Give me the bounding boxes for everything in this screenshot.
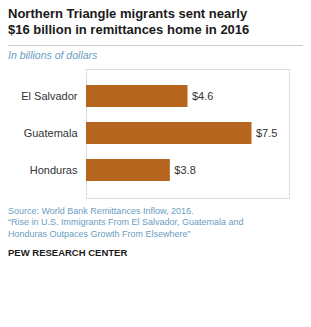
html-text:Northern Triangle migrants sen: Northern Triangle migrants sent nearly $… <box>8 6 250 38</box>
svg-text:$3.8: $3.8 <box>174 164 195 176</box>
html-text:In billions of dollars: In billions of dollars <box>8 48 98 61</box>
html-text:“Rise in U.S. Immigrants From: “Rise in U.S. Immigrants From El Salvado… <box>8 217 244 239</box>
svg-text:El Salvador: El Salvador <box>21 90 78 102</box>
html-text:PEW RESEARCH CENTER: PEW RESEARCH CENTER <box>8 246 128 258</box>
svg-text:$4.6: $4.6 <box>192 90 213 102</box>
svg-text:$7.5: $7.5 <box>256 127 277 139</box>
html-text:Source: World Bank Remittances: Source: World Bank Remittances Inflow, 2… <box>8 205 194 216</box>
svg-text:Guatemala: Guatemala <box>24 127 79 139</box>
svg-text:Honduras: Honduras <box>30 164 78 176</box>
